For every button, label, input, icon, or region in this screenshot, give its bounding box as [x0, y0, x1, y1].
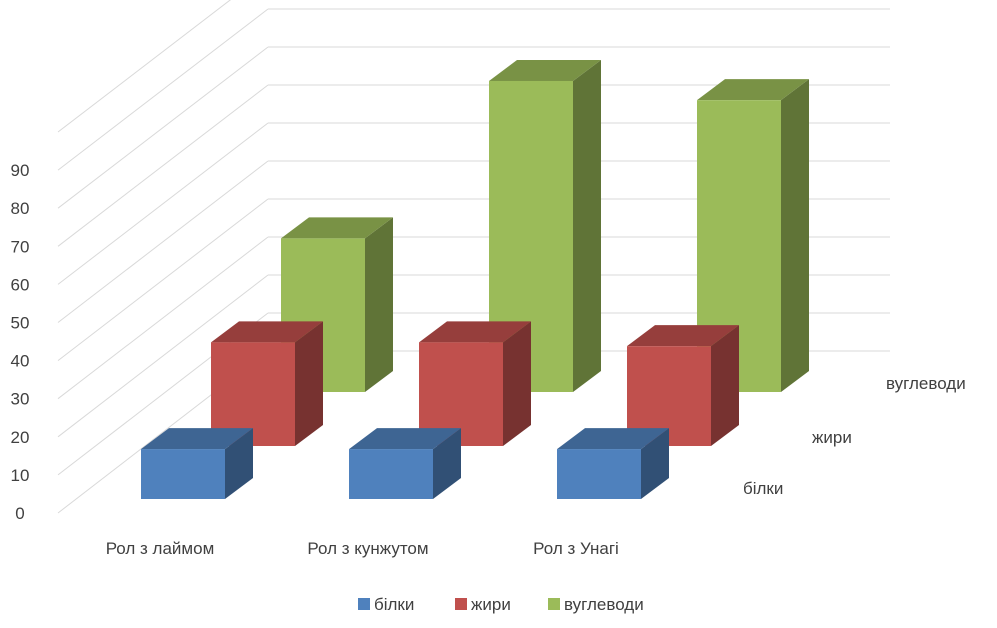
category-label: Рол з Унагі [533, 539, 619, 558]
y-axis: 0 10 20 30 40 50 60 70 80 90 [11, 161, 30, 523]
legend-swatch [358, 598, 370, 610]
y-tick-label: 80 [11, 199, 30, 218]
gridline-side [57, 84, 269, 247]
bar-side [711, 325, 739, 446]
bar-top [349, 428, 461, 450]
legend-label: жири [471, 595, 511, 614]
bar-top [141, 428, 253, 450]
bar-жири-0 [211, 321, 323, 446]
y-tick-label: 40 [11, 352, 30, 371]
y-tick-label: 20 [11, 428, 30, 447]
bar-top [419, 321, 531, 343]
bar-side [573, 59, 601, 393]
bar-top [627, 325, 739, 347]
legend-label: вуглеводи [564, 595, 644, 614]
bar-top [557, 428, 669, 450]
bar-top [211, 321, 323, 343]
bar-side [781, 79, 809, 392]
legend: білки жири вуглеводи [358, 595, 644, 614]
bar-front [141, 449, 225, 499]
category-label: Рол з лаймом [106, 539, 215, 558]
bar-side [641, 428, 669, 499]
gridline-side [57, 236, 269, 400]
bar-side [433, 428, 461, 499]
bar-side [503, 321, 531, 446]
depth-axis-label: жири [812, 428, 852, 447]
bar-top [281, 217, 393, 239]
legend-label: білки [374, 595, 414, 614]
gridline-side [57, 0, 231, 133]
y-tick-label: 50 [11, 314, 30, 333]
depth-axis-label: білки [743, 479, 783, 498]
bar-side [295, 321, 323, 446]
bar-top [697, 79, 809, 101]
legend-swatch [455, 598, 467, 610]
bar-side [365, 217, 393, 392]
bar-жири-1 [419, 321, 531, 446]
bar-front [349, 449, 433, 499]
gridline-side [57, 160, 269, 323]
depth-axis-label: вуглеводи [886, 374, 966, 393]
gridline-side [57, 198, 269, 361]
gridline-side [57, 122, 269, 285]
legend-swatch [548, 598, 560, 610]
bar-білки-1 [349, 428, 461, 499]
bar-top [489, 59, 601, 81]
gridline-side [57, 8, 269, 171]
gridline-side [57, 46, 269, 209]
y-tick-label: 70 [11, 237, 30, 256]
y-tick-label: 60 [11, 275, 30, 294]
y-tick-label: 30 [11, 390, 30, 409]
y-tick-label: 10 [11, 466, 30, 485]
bar-front [557, 449, 641, 499]
y-tick-label: 0 [15, 504, 24, 523]
gridline-side [57, 274, 269, 438]
bar-side [225, 428, 253, 499]
bars-layer [141, 59, 809, 499]
y-tick-label: 90 [11, 161, 30, 180]
category-label: Рол з кунжутом [307, 539, 428, 558]
labels-layer: Рол з лаймом Рол з кунжутом Рол з Унагі біл… [106, 374, 966, 558]
bar-жири-2 [627, 325, 739, 446]
bar-білки-0 [141, 428, 253, 499]
bar-білки-2 [557, 428, 669, 499]
